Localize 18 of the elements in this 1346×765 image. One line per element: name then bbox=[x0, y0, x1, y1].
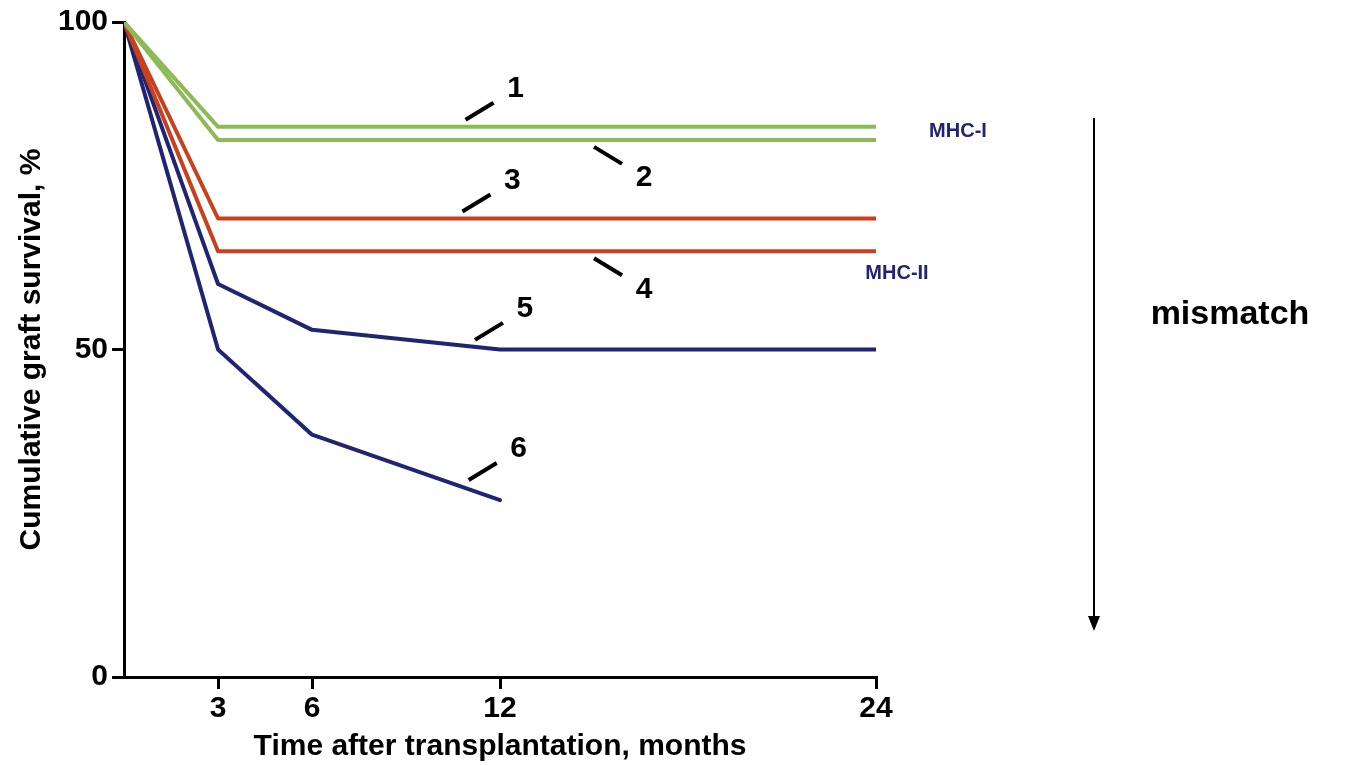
x-tick-label: 24 bbox=[859, 690, 893, 724]
y-tick-label: 50 bbox=[74, 330, 109, 364]
text: mismatch bbox=[1150, 292, 1310, 332]
x-axis-title: Time after transplantation, months bbox=[253, 728, 747, 762]
annotation: 5 bbox=[516, 290, 534, 324]
y-tick-label: 100 bbox=[57, 3, 109, 37]
annotation: 1 bbox=[507, 70, 524, 104]
annotation: 3 bbox=[504, 161, 521, 195]
x-tick-label: 6 bbox=[303, 690, 321, 724]
text: MHC-I bbox=[929, 118, 987, 142]
x-tick-label: 3 bbox=[209, 690, 227, 724]
annotation: 6 bbox=[510, 430, 528, 464]
y-tick-label: 0 bbox=[91, 658, 109, 692]
x-tick-label: 12 bbox=[483, 690, 517, 724]
annotation: MHC-II bbox=[865, 260, 929, 284]
y-axis-title: Cumulative graft survival, % bbox=[13, 148, 47, 551]
annotation: 2 bbox=[635, 159, 653, 193]
annotation: 4 bbox=[635, 270, 653, 304]
